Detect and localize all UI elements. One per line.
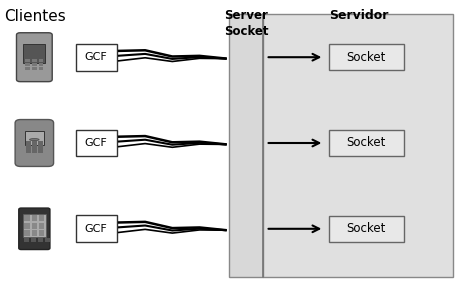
Text: GCF: GCF xyxy=(85,224,108,234)
Bar xyxy=(38,149,43,153)
Text: Clientes: Clientes xyxy=(5,9,66,23)
FancyBboxPatch shape xyxy=(329,44,404,70)
Bar xyxy=(45,239,50,242)
FancyBboxPatch shape xyxy=(76,44,116,71)
FancyBboxPatch shape xyxy=(329,130,404,156)
Bar xyxy=(24,230,30,236)
Bar xyxy=(32,59,37,62)
Bar xyxy=(32,142,37,145)
Bar xyxy=(39,215,44,221)
Text: GCF: GCF xyxy=(85,138,108,148)
Text: Servidor: Servidor xyxy=(329,9,388,21)
Bar xyxy=(32,230,37,236)
Bar xyxy=(26,145,31,149)
Bar xyxy=(24,215,30,221)
Text: Socket: Socket xyxy=(347,222,386,235)
FancyBboxPatch shape xyxy=(229,14,263,277)
FancyBboxPatch shape xyxy=(15,120,54,166)
Text: Socket: Socket xyxy=(347,136,386,150)
FancyBboxPatch shape xyxy=(263,14,453,277)
Bar xyxy=(24,223,30,229)
Bar xyxy=(31,239,36,242)
Bar xyxy=(26,149,31,153)
Bar xyxy=(38,67,44,70)
FancyBboxPatch shape xyxy=(19,208,50,249)
Bar xyxy=(38,63,44,66)
Bar xyxy=(32,215,37,221)
Bar xyxy=(32,67,37,70)
Bar xyxy=(32,223,37,229)
Bar xyxy=(39,223,44,229)
FancyBboxPatch shape xyxy=(76,130,116,156)
Text: Server
Socket: Server Socket xyxy=(224,9,268,37)
Bar xyxy=(38,142,43,145)
Bar xyxy=(38,59,44,62)
Bar xyxy=(38,239,43,242)
FancyBboxPatch shape xyxy=(25,131,44,146)
Bar xyxy=(32,63,37,66)
FancyBboxPatch shape xyxy=(16,33,52,82)
Bar xyxy=(26,142,31,145)
Bar xyxy=(25,59,30,62)
FancyBboxPatch shape xyxy=(23,214,46,237)
Bar xyxy=(25,67,30,70)
Text: GCF: GCF xyxy=(85,52,108,62)
FancyBboxPatch shape xyxy=(23,44,45,63)
Bar xyxy=(39,230,44,236)
FancyBboxPatch shape xyxy=(329,216,404,241)
Bar xyxy=(32,145,37,149)
Bar xyxy=(32,149,37,153)
Ellipse shape xyxy=(29,138,39,140)
Text: Socket: Socket xyxy=(347,51,386,64)
Bar xyxy=(24,239,28,242)
FancyBboxPatch shape xyxy=(76,215,116,242)
Bar xyxy=(25,63,30,66)
Bar xyxy=(38,145,43,149)
